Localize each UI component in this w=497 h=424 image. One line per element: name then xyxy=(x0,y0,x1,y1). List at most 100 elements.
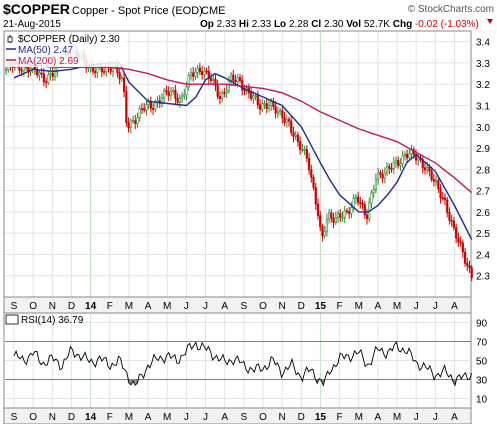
candle-body xyxy=(40,72,43,75)
stat-label: Vol xyxy=(343,19,363,30)
price-y-tick: 2.4 xyxy=(476,250,490,261)
candle-body xyxy=(151,108,155,110)
candle-body xyxy=(145,104,148,111)
x-tick-label: A xyxy=(221,412,228,423)
candle-body xyxy=(374,178,378,190)
candle-body xyxy=(176,98,179,103)
candle-body xyxy=(370,192,373,204)
candle-body xyxy=(450,220,453,222)
candle-body xyxy=(174,90,177,99)
stat-label: Cl xyxy=(308,19,324,30)
candle-body xyxy=(350,207,353,214)
candle-body xyxy=(187,75,190,88)
candle-body xyxy=(363,204,366,216)
candle-body xyxy=(225,90,228,93)
stat-value: 2.33 xyxy=(217,19,237,30)
candle-body xyxy=(214,78,217,87)
rsi-line xyxy=(13,341,473,387)
candle-body xyxy=(198,67,201,72)
x-tick-label: D xyxy=(298,301,305,312)
x-axis-labels-bottom: S O N D 14 F M A M J J A S O N D 15 F M A M J J A xyxy=(11,412,459,423)
instrument-name: Copper - Spot Price (EOD) xyxy=(72,5,203,17)
x-tick-label: A xyxy=(375,412,382,423)
price-y-tick: 2.7 xyxy=(476,187,490,198)
candle-body xyxy=(227,80,230,92)
candle-body xyxy=(423,167,427,171)
x-tick-label: A xyxy=(145,412,152,423)
x-tick-label: F xyxy=(107,412,113,423)
price-y-tick: 3.0 xyxy=(476,123,490,134)
rsi-y-tick: 10 xyxy=(476,395,488,406)
candle-body xyxy=(229,74,233,81)
candle-body xyxy=(448,212,451,221)
candle-body xyxy=(441,197,444,200)
rsi-legend: RSI(14) 36.79 xyxy=(5,314,84,326)
candle-body xyxy=(267,104,271,109)
x-tick-label: N xyxy=(49,301,56,312)
candle-body xyxy=(180,95,184,99)
candle-body xyxy=(265,103,268,109)
x-tick-label: J xyxy=(414,301,419,312)
candle-body xyxy=(336,213,340,218)
candle-body xyxy=(236,77,239,82)
x-tick-label: J xyxy=(203,301,208,312)
x-tick-label: S xyxy=(11,412,18,423)
price-y-tick: 3.1 xyxy=(476,101,490,112)
stat-label: Chg xyxy=(390,19,415,30)
candle-body xyxy=(430,170,433,180)
price-y-tick: 2.9 xyxy=(476,144,490,155)
candle-body xyxy=(261,103,264,110)
candle-body xyxy=(163,90,166,99)
rsi-y-tick: 90 xyxy=(476,319,488,330)
x-tick-label: 14 xyxy=(85,301,97,312)
candle-body xyxy=(401,155,404,165)
candle-body xyxy=(131,120,135,122)
x-tick-label: M xyxy=(125,412,133,423)
price-y-tick: 2.6 xyxy=(476,208,490,219)
x-tick-label: A xyxy=(221,301,228,312)
candle-body xyxy=(136,116,139,124)
candle-body xyxy=(183,94,186,97)
candle-body xyxy=(276,111,279,114)
candle-body xyxy=(138,108,141,118)
rsi-y-tick: 50 xyxy=(476,357,488,368)
x-tick-label: M xyxy=(163,301,171,312)
candle-body xyxy=(417,158,420,161)
candle-body xyxy=(127,122,130,128)
x-tick-label: F xyxy=(107,301,113,312)
price-y-axis: 2.3 2.4 2.5 2.6 2.7 2.8 2.9 3.0 3.1 3.2 3.3 3.4 xyxy=(476,38,490,283)
legend-bg xyxy=(6,33,126,67)
candle-body xyxy=(223,92,226,94)
candle-body xyxy=(443,197,447,201)
candle-body xyxy=(51,72,54,77)
candle-body xyxy=(196,67,199,73)
candle-body xyxy=(307,157,311,171)
candle-body xyxy=(102,71,106,73)
x-tick-label: 15 xyxy=(315,301,327,312)
rsi-oversold-fill xyxy=(135,379,138,386)
stats-line: Op 2.33 Hi 2.33 Lo 2.28 Cl 2.30 Vol 52.7… xyxy=(200,19,479,30)
x-tick-label: J xyxy=(433,412,438,423)
candle-body xyxy=(118,72,121,80)
candle-body xyxy=(221,92,224,99)
candle-body xyxy=(185,86,188,96)
x-tick-label: M xyxy=(163,412,171,423)
candle-body xyxy=(270,101,273,106)
candle-body xyxy=(434,180,438,182)
price-y-tick: 3.2 xyxy=(476,80,490,91)
candle-body xyxy=(287,119,291,122)
x-tick-label: D xyxy=(68,301,75,312)
candle-body xyxy=(379,172,382,175)
candle-body xyxy=(385,166,389,174)
candle-body xyxy=(238,77,242,81)
candle-body xyxy=(341,216,344,219)
candle-body xyxy=(49,72,52,76)
candle-body xyxy=(192,72,195,77)
candle-body xyxy=(345,210,349,213)
x-tick-label: S xyxy=(240,301,247,312)
candle-body xyxy=(154,102,157,110)
candle-body xyxy=(356,196,360,203)
x-tick-label: F xyxy=(337,412,343,423)
x-tick-label: M xyxy=(355,301,363,312)
